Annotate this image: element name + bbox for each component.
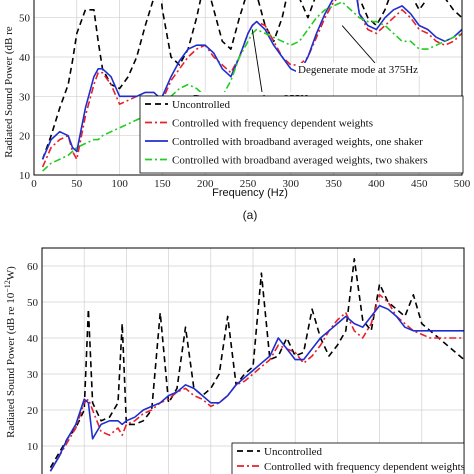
- y-tick-labels-a: 10 20 30 40 50: [19, 13, 31, 182]
- y-tick-label: 40: [19, 52, 31, 64]
- x-tick-label: 0: [31, 178, 37, 190]
- y-tick-label: 40: [27, 333, 39, 345]
- legend-label: Uncontrolled: [264, 446, 323, 458]
- y-tick-label: 30: [19, 91, 31, 103]
- axes-frame-a: [33, 0, 463, 176]
- y-axis-label-a: Radiated Sound Power (dB re: [3, 26, 15, 157]
- x-tick-labels-a: 0 50 100 150 200 250 300 350 400 450 500: [31, 178, 471, 190]
- y-tick-label: 20: [19, 131, 31, 143]
- x-axis-label-a: Frequency (Hz): [212, 187, 288, 199]
- series-line-controlled-with-broadband-averaged-weights-two-shakers: [42, 1, 462, 172]
- x-tick-label: 400: [368, 178, 385, 190]
- annotation-bg: [296, 63, 421, 76]
- series-line-uncontrolled: [49, 257, 464, 469]
- x-tick-label: 100: [111, 178, 128, 190]
- series-group-a: [41, 0, 462, 172]
- y-tick-label: 10: [27, 441, 39, 453]
- legend-a: Uncontrolled Controlled with frequency de…: [139, 95, 464, 174]
- legend-box: [139, 95, 464, 174]
- panel-label-a: (a): [243, 208, 258, 222]
- x-tick-label: 250: [240, 178, 257, 190]
- series-line-controlled-with-broadband-averaged-weights-one-shaker: [49, 304, 464, 472]
- x-tick-label: 350: [325, 178, 342, 190]
- annotation-arrow: [251, 29, 263, 93]
- annotation-text: Degenerate mode at 375Hz: [298, 64, 418, 76]
- y-tick-label: 30: [27, 369, 39, 381]
- y-tick-label: 20: [27, 405, 39, 417]
- legend-box: [231, 442, 465, 474]
- legend-b: Uncontrolled Controlled with frequency de…: [231, 442, 465, 474]
- x-tick-label: 150: [154, 178, 171, 190]
- annotation-arrow: [341, 25, 376, 64]
- y-tick-label: 60: [27, 261, 39, 273]
- legend-label: Uncontrolled: [172, 99, 231, 111]
- y-tick-label: 10: [19, 170, 31, 182]
- legend-label: Controlled with broadband averaged weigh…: [172, 155, 428, 167]
- series-group-b: [49, 257, 464, 472]
- chart-b: 0102030405060 Radiated Sound Power (dB r…: [3, 247, 465, 474]
- x-tick-label: 450: [411, 178, 428, 190]
- y-tick-label: 50: [27, 297, 39, 309]
- y-axis-label-b: Radiated Sound Power (dB re 10−12W): [3, 266, 17, 438]
- x-tick-label: 200: [197, 178, 214, 190]
- y-tick-labels-b: 0102030405060: [27, 261, 39, 453]
- x-tick-label: 300: [283, 178, 300, 190]
- legend-label: Controlled with broadband averaged weigh…: [172, 136, 423, 148]
- x-tick-label: 50: [71, 178, 83, 190]
- y-tick-label: 50: [19, 13, 31, 25]
- chart-a: 0 50 100 150 200 250 300 350 400 450 500 10 20 30 40 5…: [3, 0, 471, 222]
- axes-frame-b: [41, 247, 465, 474]
- series-line-controlled-with-frequency-dependent-weights: [49, 293, 464, 472]
- legend-label: Controlled with frequency dependent weig…: [172, 118, 373, 130]
- legend-label: Controlled with frequency dependent weig…: [264, 461, 465, 473]
- series-line-controlled-with-broadband-averaged-weights-one-shaker: [41, 0, 462, 160]
- x-tick-label: 500: [454, 178, 471, 190]
